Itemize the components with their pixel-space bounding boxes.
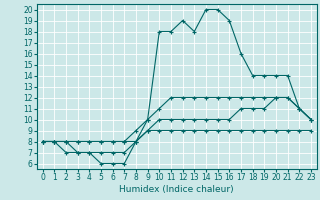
X-axis label: Humidex (Indice chaleur): Humidex (Indice chaleur) xyxy=(119,185,234,194)
